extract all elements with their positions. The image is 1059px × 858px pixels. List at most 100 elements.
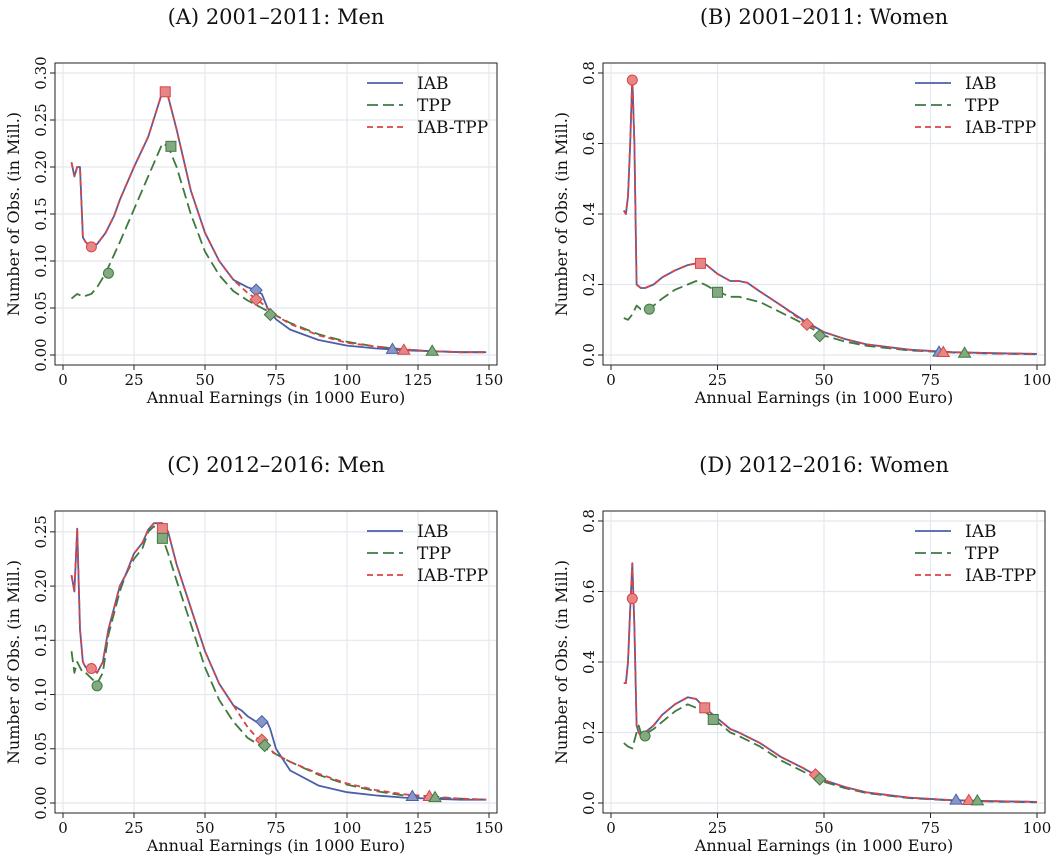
- y-tick-label: 0.15: [32, 624, 50, 657]
- legend-label-tpp: TPP: [965, 96, 999, 116]
- marker-triangle-iab-tpp: [961, 793, 976, 806]
- legend-label-iab: IAB: [965, 74, 997, 94]
- marker-triangle-tpp: [957, 346, 972, 358]
- marker-circle-tpp: [91, 680, 103, 692]
- chart-panel-1: (A) 2001–2011: Men 0 25 50 75 100 125 150 0.00 0.…: [4, 5, 503, 407]
- panel-title: (C) 2012–2016: Men: [167, 453, 385, 477]
- y-tick-label: 0.30: [32, 56, 50, 89]
- x-axis-label: Annual Earnings (in 1000 Euro): [694, 836, 953, 855]
- marker-diamond-tpp: [257, 738, 272, 753]
- x-tick-label: 25: [124, 371, 143, 389]
- y-tick-label: 0.15: [32, 197, 50, 230]
- x-axis-label: Annual Earnings (in 1000 Euro): [694, 388, 953, 407]
- marker-square-tpp: [707, 713, 719, 725]
- marker-circle-tpp: [643, 303, 655, 315]
- series-line-tpp: [70, 142, 487, 354]
- x-tick-label: 25: [124, 819, 143, 837]
- x-tick-label: 100: [1023, 371, 1052, 389]
- marker-diamond-iab: [255, 714, 269, 729]
- legend-label-iab: IAB: [417, 74, 449, 94]
- marker-square-iab-tpp: [694, 257, 706, 269]
- marker-triangle-iab: [949, 793, 963, 805]
- marker-square-tpp: [165, 140, 177, 152]
- legend-label-iab: IAB: [965, 522, 997, 542]
- series-line-iab: [623, 562, 1038, 803]
- y-axis-label: Number of Obs. (in Mill.): [4, 112, 23, 316]
- x-tick-label: 50: [195, 819, 214, 837]
- panel-title-text: 2001–2011: Men: [199, 5, 384, 29]
- x-tick-label: 25: [708, 371, 727, 389]
- gridlines: [603, 511, 1045, 813]
- marker-square-tpp: [156, 532, 168, 544]
- y-tick-label: 0.4: [580, 202, 598, 226]
- marker-diamond-tpp: [263, 307, 278, 322]
- y-tick-label: 0.00: [32, 786, 50, 819]
- x-tick-label: 25: [708, 819, 727, 837]
- legend-label-iab-tpp: IAB-TPP: [417, 566, 488, 586]
- x-tick-label: 0: [58, 819, 68, 837]
- y-tick-label: 0.6: [580, 580, 598, 604]
- marker-diamond-iab-tpp: [249, 292, 263, 307]
- marker-triangle-tpp: [425, 344, 440, 356]
- marker-triangle-iab-tpp: [396, 343, 411, 355]
- x-tick-label: 75: [266, 819, 285, 837]
- series-line-tpp: [623, 280, 1038, 356]
- y-tick-label: 0.05: [32, 291, 50, 324]
- series-line-tpp: [623, 703, 1038, 804]
- x-tick-label: 0: [606, 371, 616, 389]
- y-tick-label: 0.10: [32, 244, 50, 277]
- marker-circle-iab-tpp: [626, 74, 638, 86]
- y-tick-label: 0.0: [580, 791, 598, 815]
- marker-circle-iab-tpp: [85, 663, 97, 675]
- y-tick-label: 0.2: [580, 721, 598, 745]
- marker-circle-tpp: [102, 267, 114, 279]
- marker-triangle-tpp: [428, 790, 442, 803]
- marker-diamond-tpp: [813, 328, 827, 343]
- gridlines: [55, 511, 497, 813]
- x-tick-label: 75: [921, 819, 940, 837]
- x-tick-label: 150: [475, 371, 504, 389]
- x-tick-label: 75: [266, 371, 285, 389]
- x-tick-label: 100: [333, 819, 362, 837]
- x-tick-label: 125: [404, 819, 433, 837]
- legend-label-tpp: TPP: [965, 544, 999, 564]
- legend-label-iab-tpp: IAB-TPP: [965, 118, 1036, 138]
- panel-label: (D): [699, 453, 732, 477]
- legend-label-iab-tpp: IAB-TPP: [417, 118, 488, 138]
- marker-diamond-iab-tpp: [800, 317, 814, 332]
- marker-square-iab-tpp: [156, 523, 168, 535]
- y-tick-label: 0.10: [32, 678, 50, 711]
- y-tick-label: 0.8: [580, 61, 598, 85]
- y-tick-label: 0.4: [580, 650, 598, 674]
- panel-title: (A) 2001–2011: Men: [168, 5, 385, 29]
- y-tick-label: 0.00: [32, 338, 50, 371]
- panel-label: (B): [700, 5, 732, 29]
- y-axis-label: Number of Obs. (in Mill.): [552, 112, 571, 316]
- x-axis-label: Annual Earnings (in 1000 Euro): [146, 836, 405, 855]
- x-tick-label: 75: [921, 371, 940, 389]
- panel-title: (B) 2001–2011: Women: [700, 5, 948, 29]
- legend-label-tpp: TPP: [417, 544, 451, 564]
- marker-triangle-iab: [385, 342, 400, 354]
- y-tick-label: 0.8: [580, 509, 598, 533]
- chart-panel-2: (B) 2001–2011: Women 0 25 50 75 100 0.0 0.2 0.4 0…: [552, 5, 1051, 407]
- panel-label: (C): [167, 453, 199, 477]
- marker-triangle-tpp: [970, 793, 985, 806]
- y-tick-label: 0.20: [32, 569, 50, 602]
- y-tick-label: 0.25: [32, 103, 50, 136]
- marker-diamond-tpp: [813, 772, 827, 786]
- y-tick-label: 0.25: [32, 515, 50, 548]
- panel-title-text: 2001–2011: Women: [732, 5, 948, 29]
- panel-title-text: 2012–2016: Women: [732, 453, 948, 477]
- x-tick-label: 150: [475, 819, 504, 837]
- chart-panel-3: (C) 2012–2016: Men 0 25 50 75 100 125 150 0.00 0.…: [4, 453, 503, 855]
- y-axis-label: Number of Obs. (in Mill.): [552, 560, 571, 764]
- marker-circle-iab-tpp: [85, 241, 97, 253]
- y-axis-label: Number of Obs. (in Mill.): [4, 560, 23, 764]
- panel-title-text: 2012–2016: Men: [200, 453, 385, 477]
- series-line-iab-tpp: [70, 90, 487, 354]
- marker-circle-tpp: [639, 730, 651, 742]
